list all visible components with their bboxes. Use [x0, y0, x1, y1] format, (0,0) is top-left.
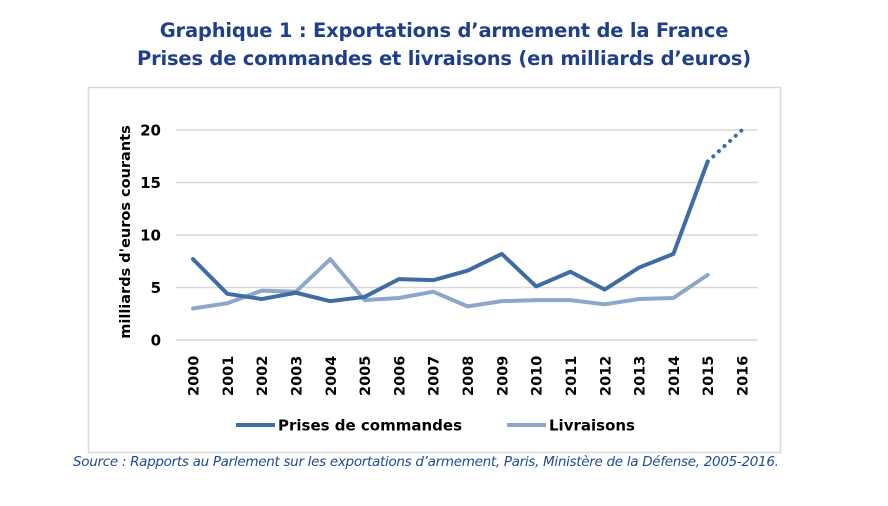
y-axis-ticks: 0 5 10 15 20	[140, 122, 161, 350]
x-tick-label: 2004	[324, 356, 340, 396]
legend-label-prises: Prises de commandes	[278, 417, 462, 435]
x-tick-label: 2006	[392, 356, 408, 396]
y-tick-label: 0	[151, 332, 161, 350]
x-tick-label: 2012	[598, 356, 614, 396]
legend: Prises de commandes Livraisons	[236, 417, 635, 435]
x-tick-label: 2005	[358, 356, 374, 396]
chart-frame	[87, 86, 782, 454]
y-tick-label: 15	[140, 174, 161, 192]
x-tick-label: 2010	[530, 356, 546, 396]
y-tick-label: 10	[140, 227, 161, 245]
series-line-prises-projection	[705, 128, 744, 164]
chart-title-line2: Prises de commandes et livraisons (en mi…	[137, 47, 751, 70]
legend-label-livraisons: Livraisons	[549, 417, 635, 435]
x-tick-label: 2007	[427, 356, 443, 396]
x-tick-label: 2015	[701, 356, 717, 396]
chart-title-line1: Graphique 1 : Exportations d’armement de…	[159, 19, 729, 42]
series-lines	[191, 128, 744, 311]
y-axis-label: milliards d'euros courants	[118, 125, 134, 338]
x-tick-label: 2000	[187, 356, 203, 396]
x-tick-label: 2002	[255, 356, 271, 396]
series-line-livraisons	[191, 257, 710, 311]
y-tick-label: 20	[140, 122, 161, 140]
x-tick-label: 2001	[221, 356, 237, 396]
x-tick-label: 2009	[495, 356, 511, 396]
y-tick-label: 5	[151, 279, 161, 297]
x-tick-label: 2011	[564, 356, 580, 396]
x-tick-label: 2016	[736, 356, 752, 396]
x-tick-label: 2013	[633, 356, 649, 396]
series-line-prises	[191, 159, 710, 304]
x-tick-label: 2003	[289, 356, 305, 396]
source-note: Source : Rapports au Parlement sur les e…	[73, 454, 779, 470]
x-tick-label: 2014	[667, 356, 683, 396]
x-axis-ticks: 2000 2001 2002 2003 2004 2005 2006 2007 2008 2009…	[187, 356, 752, 396]
gridlines	[176, 129, 758, 341]
x-tick-label: 2008	[461, 356, 477, 396]
